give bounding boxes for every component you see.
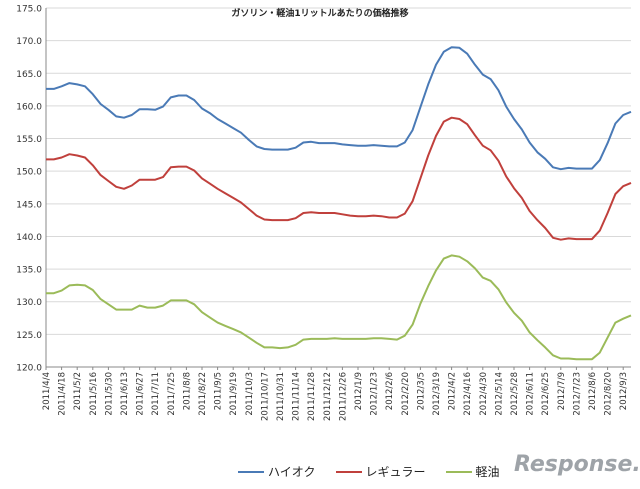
x-tick-label: 2012/1/23 — [370, 372, 380, 416]
gridlines — [46, 7, 631, 368]
x-tick-label: 2012/2/6 — [385, 372, 395, 410]
x-tick-label: 2011/5/16 — [89, 372, 99, 416]
y-tick-label: 140.0 — [16, 233, 42, 243]
x-tick-label: 2012/2/20 — [401, 372, 411, 416]
legend-swatch-blue — [238, 470, 264, 473]
axes: 120.0 125.0 130.0 135.0 140.0 145.0 150.0 155.0… — [16, 5, 631, 421]
y-tick-label: 150.0 — [16, 168, 42, 178]
legend-item-regular: レギュラー — [335, 463, 426, 480]
x-tick-label: 2011/4/4 — [42, 372, 52, 410]
x-tick-label: 2012/4/30 — [479, 372, 489, 416]
x-tick-label: 2012/4/2 — [448, 372, 458, 410]
x-tick-label: 2011/10/3 — [245, 372, 255, 416]
response-logo: Response. — [514, 452, 640, 477]
y-tick-label: 165.0 — [16, 70, 42, 80]
x-tick-label: 2011/4/18 — [58, 372, 68, 416]
x-tick-label: 2011/7/25 — [167, 372, 177, 416]
legend-item-keiyu: 軽油 — [445, 463, 500, 480]
x-tick-label: 2011/7/11 — [151, 372, 161, 416]
x-tick-label: 2011/5/2 — [73, 372, 83, 410]
y-tick-label: 135.0 — [16, 266, 42, 276]
x-tick-label: 2011/8/22 — [198, 372, 208, 416]
x-tick-label: 2012/5/28 — [510, 372, 520, 416]
x-tick-label: 2012/9/3 — [619, 372, 629, 410]
legend-label: 軽油 — [475, 465, 500, 479]
x-tick-label: 2011/11/28 — [307, 372, 317, 421]
chart-title: ガソリン・軽油1リットルあたりの価格推移 — [231, 7, 408, 19]
x-tick-label: 2011/12/26 — [338, 372, 348, 421]
y-tick-label: 120.0 — [16, 364, 42, 374]
x-tick-label: 2012/8/20 — [604, 372, 614, 416]
y-tick-label: 125.0 — [16, 331, 42, 341]
x-tick-label: 2011/10/31 — [276, 372, 286, 421]
x-tick-label: 2011/9/19 — [229, 372, 239, 416]
x-tick-label: 2011/5/30 — [104, 372, 114, 416]
legend-item-haioku: ハイオク — [238, 463, 316, 480]
chart-legend: ハイオク レギュラー 軽油 — [238, 463, 500, 480]
x-tick-label: 2012/7/23 — [572, 372, 582, 416]
series-line-軽油 — [46, 254, 632, 361]
y-tick-label: 170.0 — [16, 37, 42, 47]
x-tick-label: 2011/6/13 — [120, 372, 130, 416]
x-tick-label: 2012/8/6 — [588, 372, 598, 410]
x-tick-label: 2012/6/11 — [526, 372, 536, 416]
x-tick-label: 2012/7/9 — [557, 372, 567, 410]
x-tick-label: 2012/4/16 — [463, 372, 473, 416]
x-tick-label: 2012/6/25 — [541, 372, 551, 416]
series-line-レギュラー — [46, 116, 632, 241]
x-tick-label: 2012/5/14 — [494, 372, 504, 416]
x-tick-label: 2012/1/9 — [354, 372, 364, 410]
x-tick-label: 2011/10/17 — [260, 372, 270, 421]
x-tick-label: 2012/3/19 — [432, 372, 442, 416]
y-tick-label: 160.0 — [16, 102, 42, 112]
x-tick-label: 2011/12/12 — [323, 372, 333, 421]
y-tick-label: 155.0 — [16, 135, 42, 145]
x-tick-label: 2012/3/5 — [416, 372, 426, 410]
legend-label: ハイオク — [268, 465, 316, 479]
x-tick-label: 2011/9/5 — [214, 372, 224, 410]
series-line-ハイオク — [46, 46, 632, 171]
y-tick-label: 130.0 — [16, 298, 42, 308]
x-tick-label: 2011/11/14 — [292, 372, 302, 421]
legend-swatch-red — [335, 470, 362, 473]
x-tick-label: 2011/8/8 — [182, 372, 192, 410]
x-tick-label: 2011/6/27 — [136, 372, 146, 416]
legend-swatch-green — [445, 470, 472, 473]
series-lines — [46, 46, 632, 361]
legend-label: レギュラー — [365, 465, 426, 479]
y-tick-label: 145.0 — [16, 200, 42, 210]
y-tick-label: 175.0 — [16, 5, 42, 15]
